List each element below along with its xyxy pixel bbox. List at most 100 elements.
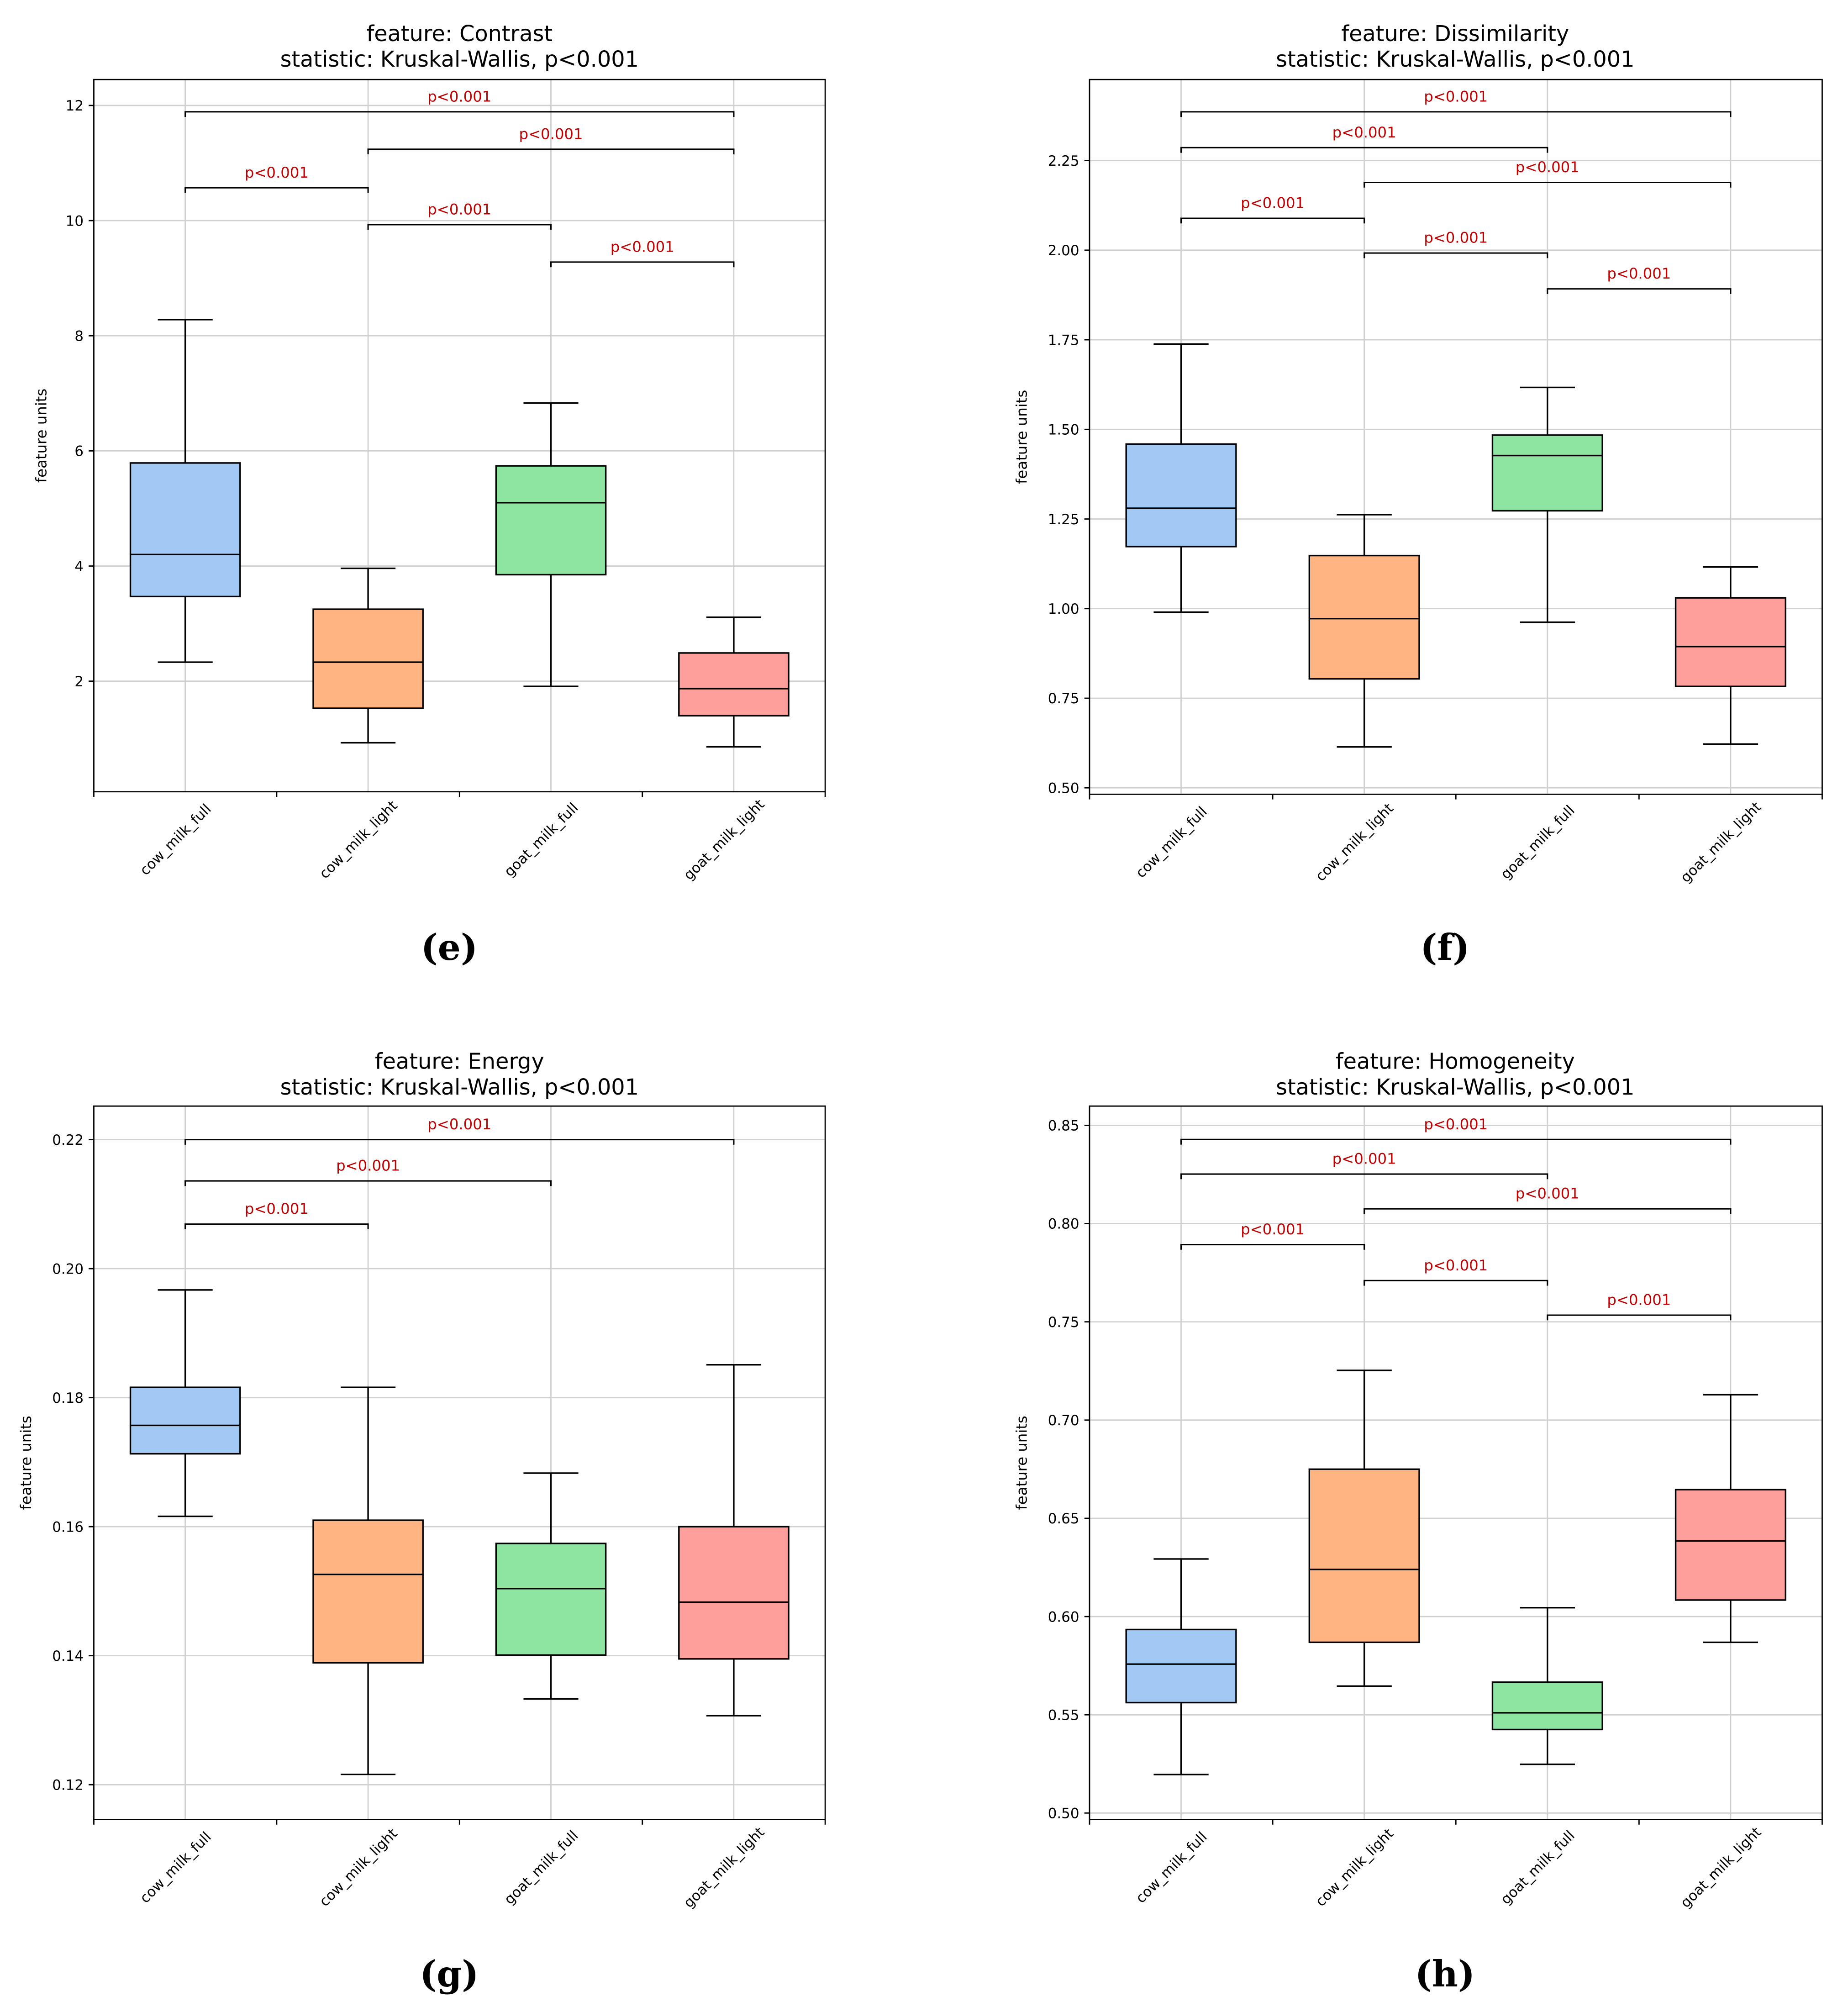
comparison-bracket xyxy=(367,224,552,230)
comparison-bracket xyxy=(1180,1243,1365,1250)
y-tick-label: 6 xyxy=(74,443,84,460)
chart-title: feature: Dissimilarity xyxy=(1341,21,1569,47)
box-iqr xyxy=(129,1386,241,1455)
chart-title: statistic: Kruskal-Wallis, p<0.001 xyxy=(1276,1075,1634,1100)
box-cow_milk_full xyxy=(129,319,241,663)
box-iqr xyxy=(312,608,424,709)
y-axis-label: feature units xyxy=(1013,1416,1030,1510)
comparison-bracket xyxy=(1364,181,1732,188)
comparison-bracket xyxy=(1547,1314,1732,1321)
y-tick-label: 0.12 xyxy=(52,1777,84,1793)
y-tick-label: 0.20 xyxy=(52,1261,84,1277)
comparison-bracket xyxy=(1180,147,1548,153)
p-value-label: p<0.001 xyxy=(611,238,674,255)
chart-title: feature: Contrast xyxy=(366,21,553,47)
p-value-label: p<0.001 xyxy=(1424,229,1488,247)
y-axis-label: feature units xyxy=(17,1416,35,1510)
comparison-bracket xyxy=(184,1223,369,1229)
box-goat_milk_full xyxy=(1491,1606,1603,1765)
box-cow_milk_light xyxy=(312,1386,424,1775)
comparison-bracket xyxy=(1180,111,1732,117)
p-value-label: p<0.001 xyxy=(1424,1257,1488,1274)
chart-title: statistic: Kruskal-Wallis, p<0.001 xyxy=(280,47,639,72)
box-goat_milk_light xyxy=(1674,566,1786,745)
box-goat_milk_light xyxy=(678,1364,790,1717)
comparison-bracket xyxy=(1364,1280,1548,1286)
x-tick-label: cow_milk_light xyxy=(1312,1825,1397,1910)
x-tick-label: goat_milk_full xyxy=(1498,802,1578,883)
y-tick-label: 0.55 xyxy=(1048,1707,1079,1723)
box-cow_milk_light xyxy=(1308,514,1420,748)
p-value-label: p<0.001 xyxy=(245,164,309,181)
y-tick-label: 0.22 xyxy=(52,1132,84,1148)
box-iqr xyxy=(129,462,241,598)
box-cow_milk_full xyxy=(1125,1558,1237,1775)
p-value-label: p<0.001 xyxy=(427,88,491,105)
p-value-label: p<0.001 xyxy=(1241,1221,1305,1238)
comparison-bracket xyxy=(184,1180,552,1186)
box-cow_milk_full xyxy=(1125,343,1237,613)
x-tick-label: goat_milk_full xyxy=(501,1828,581,1908)
box-iqr xyxy=(495,465,607,576)
y-tick-label: 4 xyxy=(74,558,84,575)
y-tick-label: 0.50 xyxy=(1048,780,1079,796)
comparison-bracket xyxy=(550,261,735,268)
p-value-label: p<0.001 xyxy=(427,1116,491,1133)
plot-frame xyxy=(1089,1105,1823,1820)
panel-label: (e) xyxy=(421,926,478,969)
x-tick-label: goat_milk_light xyxy=(1677,799,1764,886)
x-tick-label: cow_milk_light xyxy=(316,798,400,882)
comparison-bracket xyxy=(184,187,369,193)
box-iqr xyxy=(495,1543,607,1656)
x-tick-label: cow_milk_full xyxy=(1132,804,1210,881)
y-tick-label: 0.85 xyxy=(1048,1118,1079,1134)
chart-title: statistic: Kruskal-Wallis, p<0.001 xyxy=(1276,47,1634,72)
plot-frame xyxy=(93,79,826,793)
chart-title: statistic: Kruskal-Wallis, p<0.001 xyxy=(280,1075,639,1100)
y-tick-label: 0.50 xyxy=(1048,1806,1079,1822)
box-iqr xyxy=(678,1526,790,1660)
comparison-bracket xyxy=(1364,1208,1732,1214)
box-iqr xyxy=(1674,597,1786,687)
panel-label: (g) xyxy=(420,1953,479,1995)
y-tick-label: 0.80 xyxy=(1048,1216,1079,1232)
box-iqr xyxy=(678,652,790,717)
box-iqr xyxy=(312,1519,424,1664)
p-value-label: p<0.001 xyxy=(1607,1291,1671,1309)
y-tick-label: 12 xyxy=(66,98,84,114)
y-tick-label: 0.75 xyxy=(1048,690,1079,707)
p-value-label: p<0.001 xyxy=(1607,265,1671,282)
p-value-label: p<0.001 xyxy=(1424,88,1488,105)
p-value-label: p<0.001 xyxy=(245,1200,309,1217)
comparison-bracket xyxy=(1180,1138,1732,1145)
comparison-bracket xyxy=(1180,217,1365,224)
box-cow_milk_light xyxy=(312,567,424,744)
p-value-label: p<0.001 xyxy=(1424,1116,1488,1133)
box-cow_milk_full xyxy=(129,1289,241,1517)
plot-frame xyxy=(93,1105,826,1820)
y-tick-label: 1.50 xyxy=(1048,422,1079,438)
panel-label: (h) xyxy=(1415,1953,1475,1995)
x-tick-label: cow_milk_full xyxy=(1132,1829,1210,1907)
y-tick-label: 0.70 xyxy=(1048,1412,1079,1429)
p-value-label: p<0.001 xyxy=(1516,1185,1579,1202)
y-tick-label: 0.75 xyxy=(1048,1314,1079,1331)
y-tick-label: 0.60 xyxy=(1048,1609,1079,1625)
x-tick-label: goat_milk_light xyxy=(1677,1824,1764,1911)
p-value-label: p<0.001 xyxy=(1332,124,1396,141)
y-tick-label: 0.65 xyxy=(1048,1511,1079,1527)
x-tick-label: cow_milk_full xyxy=(137,1829,214,1907)
chart-title: feature: Homogeneity xyxy=(1336,1049,1575,1074)
comparison-bracket xyxy=(1364,252,1548,258)
comparison-bracket xyxy=(1180,1173,1548,1180)
comparison-bracket xyxy=(367,148,735,155)
plot-frame xyxy=(1089,79,1823,795)
comparison-bracket xyxy=(184,111,735,117)
y-axis-label: feature units xyxy=(32,389,50,483)
panel-h: 0.50 0.55 0.60 0.65 0.70 0.75 0.80 0.85 cow_milk… xyxy=(1013,1049,1823,1995)
chart-title: feature: Energy xyxy=(375,1049,544,1074)
x-tick-label: goat_milk_full xyxy=(1498,1828,1578,1908)
box-cow_milk_light xyxy=(1308,1369,1420,1687)
y-tick-label: 1.75 xyxy=(1048,332,1079,348)
